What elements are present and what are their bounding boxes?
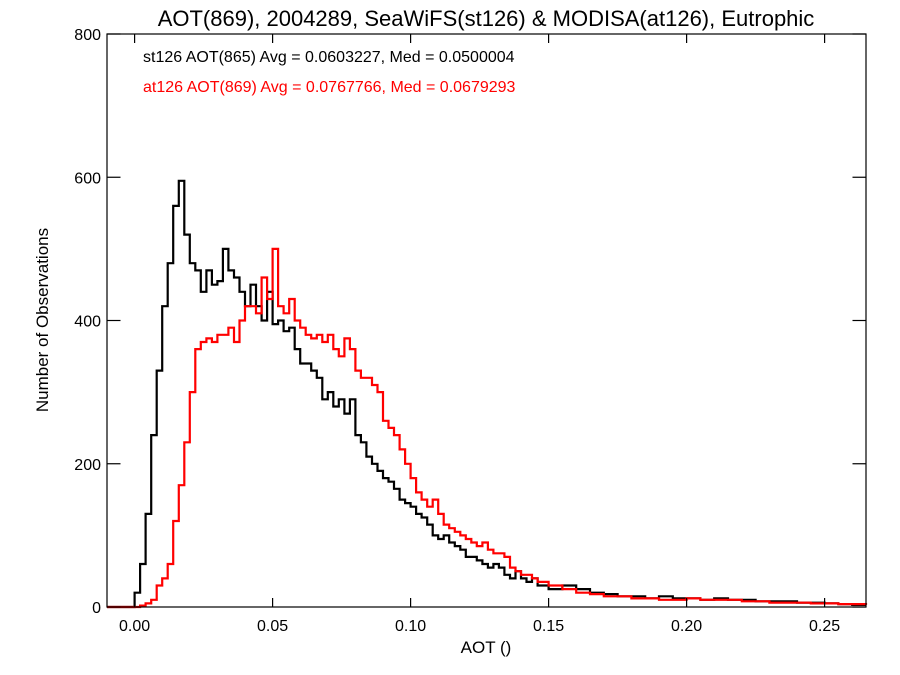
y-axis-label: Number of Observations bbox=[33, 228, 52, 412]
axes-layer: 0.00 0.05 0.10 0.15 0.20 0.25 0 200 400 600 800 bbox=[74, 27, 867, 635]
y-tick-label: 800 bbox=[74, 27, 101, 44]
annotation-st126: st126 AOT(865) Avg = 0.0603227, Med = 0.… bbox=[143, 49, 515, 66]
x-tick-label: 0.05 bbox=[257, 618, 288, 635]
plot-frame bbox=[106, 33, 867, 608]
y-tick-label: 400 bbox=[74, 314, 101, 331]
chart-title: AOT(869), 2004289, SeaWiFS(st126) & MODI… bbox=[158, 6, 815, 31]
series-line-1 bbox=[107, 247, 868, 609]
x-tick-label: 0.10 bbox=[395, 618, 426, 635]
y-tick-label: 600 bbox=[74, 170, 101, 187]
series-layer bbox=[107, 179, 868, 609]
x-axis-label: AOT () bbox=[461, 638, 512, 657]
y-tick-label: 0 bbox=[92, 600, 101, 617]
y-tick-label: 200 bbox=[74, 457, 101, 474]
annotation-at126: at126 AOT(869) Avg = 0.0767766, Med = 0.… bbox=[143, 79, 516, 96]
x-tick-label: 0.15 bbox=[533, 618, 564, 635]
x-tick-label: 0.00 bbox=[119, 618, 150, 635]
x-tick-label: 0.20 bbox=[671, 618, 702, 635]
x-tick-label: 0.25 bbox=[809, 618, 840, 635]
